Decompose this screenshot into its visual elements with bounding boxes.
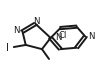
Text: I: I [6,43,9,53]
Text: Cl: Cl [58,31,67,40]
Text: N: N [56,33,62,42]
Text: N: N [88,32,95,41]
Text: N: N [13,26,20,35]
Text: N: N [33,17,39,26]
